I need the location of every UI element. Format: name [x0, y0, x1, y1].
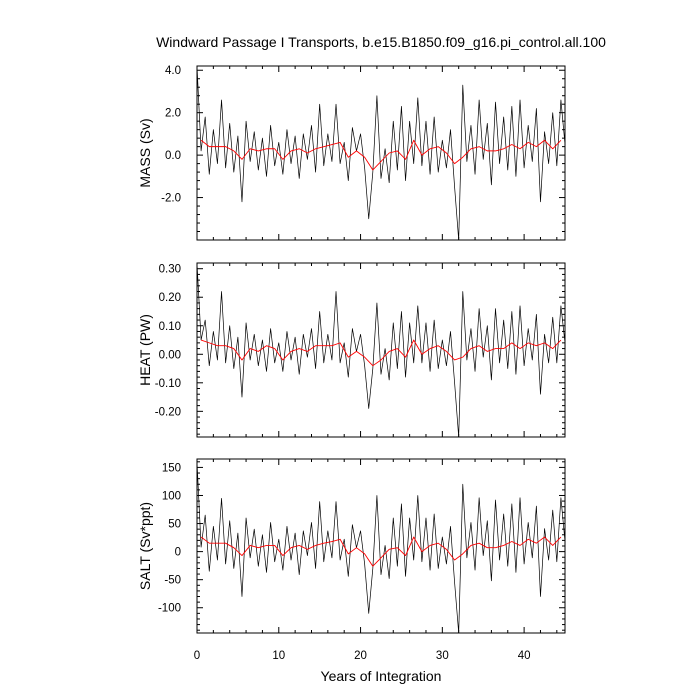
y-tick-label: -2.0: [161, 193, 181, 205]
y-axis-title: MASS (Sv): [137, 118, 153, 187]
series-annual-mean-line: [200, 139, 562, 171]
x-tick-label: 10: [272, 650, 285, 662]
series-monthly-line: [197, 461, 565, 633]
panel-1: 4.0 2.0 0.0 -2.0 MASS (Sv): [137, 65, 566, 241]
x-tick-label: 20: [354, 650, 367, 662]
x-tick-label: 0: [194, 650, 200, 662]
plot-frame: [196, 65, 566, 241]
y-tick-label: 100: [162, 490, 181, 502]
x-axis-title: Years of Integration: [321, 668, 442, 684]
panel-3: 150 100 50 0 -50 -100 SALT (Sv*ppt) 0 10 20 30 40: [137, 458, 566, 662]
panels: 4.0 2.0 0.0 -2.0 MASS (Sv) 0.30 0.20 0.10 0.00 -0…: [137, 65, 566, 662]
x-tick-label: 40: [518, 650, 531, 662]
y-tick-label: 0.20: [159, 292, 181, 304]
series-monthly-line: [197, 66, 565, 240]
y-tick-label: -0.20: [155, 406, 181, 418]
y-tick-label: -50: [164, 575, 181, 587]
y-axis-title: SALT (Sv*ppt): [137, 502, 153, 590]
y-tick-label: 2.0: [165, 108, 181, 120]
y-tick-label: 0: [175, 547, 181, 559]
y-tick-label: 0.00: [159, 349, 181, 361]
y-axis-title: HEAT (PW): [137, 314, 153, 386]
series-annual-mean-line: [200, 339, 562, 367]
panel-2: 0.30 0.20 0.10 0.00 -0.10 -0.20 HEAT (PW): [137, 262, 566, 438]
chart-title: Windward Passage I Transports, b.e15.B18…: [156, 34, 606, 50]
y-tick-label: 0.10: [159, 321, 181, 333]
series-annual-mean-line: [200, 536, 562, 567]
y-tick-label: 4.0: [165, 65, 181, 77]
y-tick-label: 0.30: [159, 264, 181, 276]
y-tick-label: 150: [162, 462, 181, 474]
x-tick-label: 30: [436, 650, 449, 662]
y-tick-label: 0.0: [165, 150, 181, 162]
y-tick-label: 50: [168, 519, 181, 531]
y-tick-label: -100: [158, 603, 181, 615]
series-monthly-line: [197, 263, 565, 437]
y-tick-label: -0.10: [155, 378, 181, 390]
plot-frame: [196, 262, 566, 438]
